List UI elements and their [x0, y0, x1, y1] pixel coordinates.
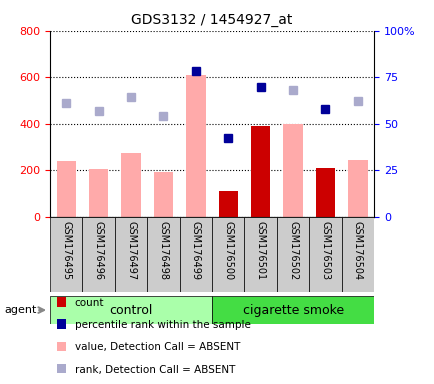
Bar: [50, 296, 212, 324]
Bar: [315, 168, 335, 217]
Bar: [250, 126, 270, 217]
Bar: [82, 217, 115, 292]
Bar: [212, 296, 373, 324]
Text: GSM176498: GSM176498: [158, 221, 168, 280]
Text: GSM176496: GSM176496: [93, 221, 103, 280]
Text: GSM176495: GSM176495: [61, 221, 71, 280]
Text: GSM176500: GSM176500: [223, 221, 233, 280]
Bar: [347, 160, 367, 217]
Bar: [186, 75, 205, 217]
Text: percentile rank within the sample: percentile rank within the sample: [75, 320, 250, 330]
Bar: [89, 169, 108, 217]
Text: GSM176503: GSM176503: [320, 221, 330, 280]
Text: GSM176497: GSM176497: [126, 221, 136, 280]
Bar: [56, 161, 76, 217]
Bar: [244, 217, 276, 292]
Text: rank, Detection Call = ABSENT: rank, Detection Call = ABSENT: [75, 365, 235, 375]
Bar: [121, 153, 141, 217]
Bar: [179, 217, 212, 292]
Bar: [153, 172, 173, 217]
Title: GDS3132 / 1454927_at: GDS3132 / 1454927_at: [131, 13, 292, 27]
Bar: [212, 217, 244, 292]
Bar: [309, 217, 341, 292]
Bar: [50, 217, 82, 292]
Text: GSM176502: GSM176502: [287, 221, 297, 280]
Bar: [115, 217, 147, 292]
Text: control: control: [109, 304, 152, 316]
Bar: [218, 191, 237, 217]
Bar: [147, 217, 179, 292]
Text: value, Detection Call = ABSENT: value, Detection Call = ABSENT: [75, 343, 240, 353]
Text: agent: agent: [4, 305, 36, 315]
Bar: [283, 124, 302, 217]
Text: GSM176499: GSM176499: [191, 221, 201, 280]
Bar: [276, 217, 309, 292]
Text: count: count: [75, 298, 104, 308]
Text: cigarette smoke: cigarette smoke: [242, 304, 343, 316]
Text: GSM176501: GSM176501: [255, 221, 265, 280]
Bar: [341, 217, 373, 292]
Text: GSM176504: GSM176504: [352, 221, 362, 280]
